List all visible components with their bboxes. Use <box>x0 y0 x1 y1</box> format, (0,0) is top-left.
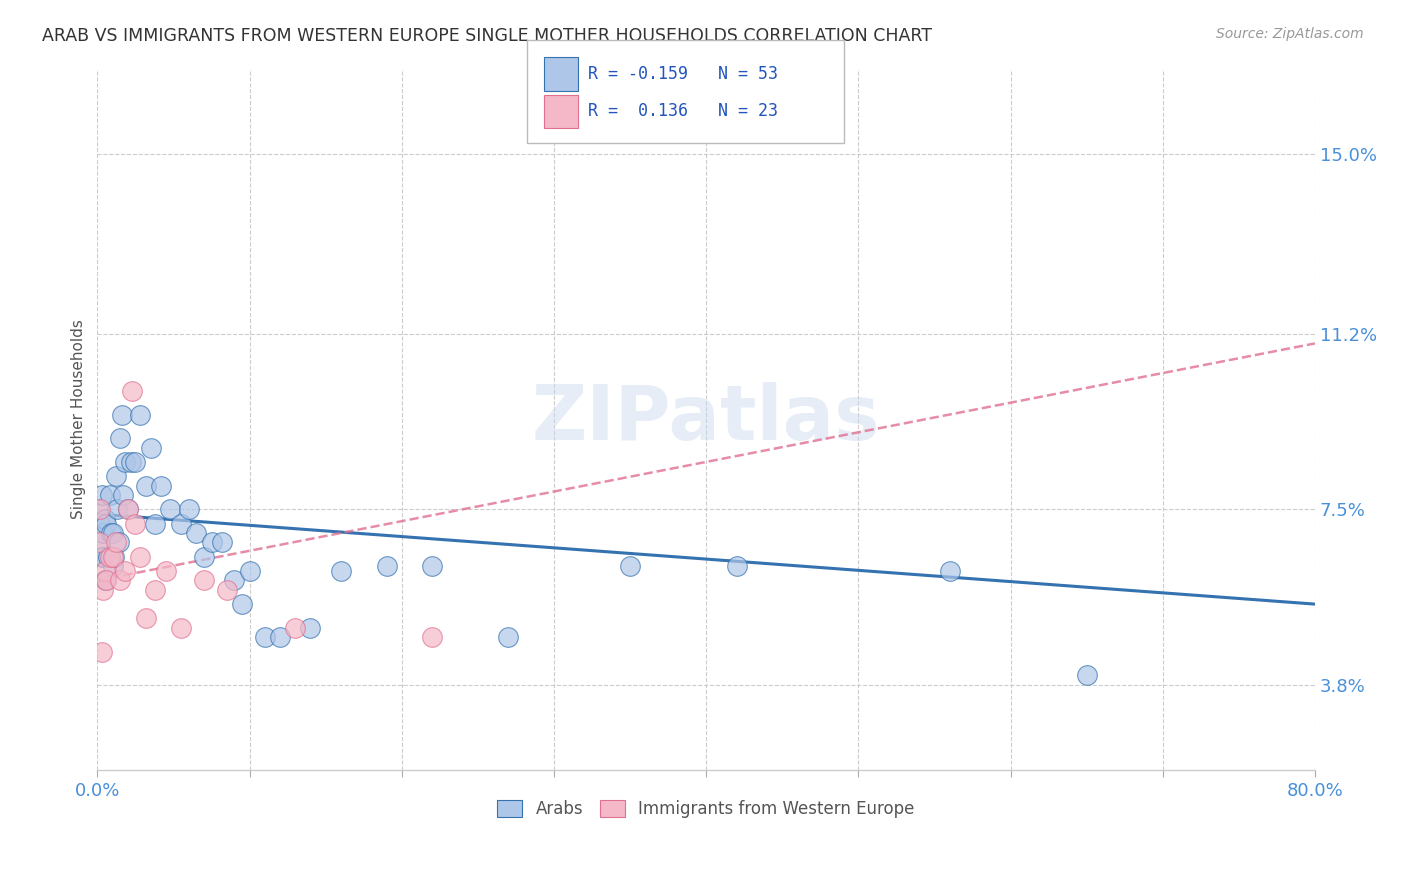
Point <box>90 644 112 658</box>
Point <box>193 549 215 564</box>
Point <box>101 526 124 541</box>
Point <box>94 512 117 526</box>
Point <box>107 535 129 549</box>
Point <box>120 455 142 469</box>
Point <box>200 535 222 549</box>
Point <box>139 441 162 455</box>
Point <box>135 611 157 625</box>
Point <box>98 488 121 502</box>
Text: R = -0.159   N = 53: R = -0.159 N = 53 <box>588 65 778 83</box>
Point <box>299 621 322 635</box>
Point <box>129 408 152 422</box>
Point <box>108 431 131 445</box>
Legend: Arabs, Immigrants from Western Europe: Arabs, Immigrants from Western Europe <box>491 793 921 825</box>
Point <box>498 630 520 644</box>
Point <box>150 478 173 492</box>
Point <box>155 564 177 578</box>
Point <box>143 582 166 597</box>
Point <box>101 559 124 574</box>
Point <box>114 564 136 578</box>
Text: ARAB VS IMMIGRANTS FROM WESTERN EUROPE SINGLE MOTHER HOUSEHOLDS CORRELATION CHAR: ARAB VS IMMIGRANTS FROM WESTERN EUROPE S… <box>42 27 932 45</box>
Point <box>104 469 127 483</box>
Point <box>238 564 260 578</box>
Point <box>124 516 146 531</box>
Point <box>98 549 121 564</box>
Point <box>89 502 111 516</box>
Point <box>90 549 112 564</box>
Point <box>117 502 139 516</box>
Point <box>93 526 115 541</box>
Point <box>112 488 135 502</box>
Point <box>215 582 238 597</box>
Text: ZIPatlas: ZIPatlas <box>531 383 880 457</box>
Point <box>420 630 443 644</box>
Point <box>89 535 111 549</box>
Point <box>1076 668 1098 682</box>
Point <box>284 621 307 635</box>
Point <box>87 502 110 516</box>
Point <box>111 408 134 422</box>
Point <box>124 455 146 469</box>
Point <box>97 549 120 564</box>
Point <box>105 502 128 516</box>
Point <box>329 564 352 578</box>
Point <box>253 630 276 644</box>
Point <box>725 559 748 574</box>
Point <box>101 549 124 564</box>
Point <box>93 582 115 597</box>
Point <box>100 526 122 541</box>
Point <box>90 488 112 502</box>
Point <box>143 516 166 531</box>
Point <box>938 564 960 578</box>
Point <box>117 502 139 516</box>
Point <box>420 559 443 574</box>
Point <box>96 574 118 588</box>
Text: R =  0.136   N = 23: R = 0.136 N = 23 <box>588 103 778 120</box>
Point <box>108 574 131 588</box>
Point <box>269 630 291 644</box>
Point <box>170 516 193 531</box>
Point <box>89 516 111 531</box>
Point <box>121 384 143 398</box>
Text: Source: ZipAtlas.com: Source: ZipAtlas.com <box>1216 27 1364 41</box>
Point <box>103 549 125 564</box>
Point <box>96 574 118 588</box>
Point <box>231 597 253 611</box>
Point <box>159 502 181 516</box>
Point <box>96 516 118 531</box>
Point <box>224 574 246 588</box>
Y-axis label: Single Mother Households: Single Mother Households <box>72 319 86 519</box>
Point <box>177 502 200 516</box>
Point <box>93 549 115 564</box>
Point <box>94 574 117 588</box>
Point <box>114 455 136 469</box>
Point <box>104 535 127 549</box>
Point <box>619 559 641 574</box>
Point <box>129 549 152 564</box>
Point <box>135 478 157 492</box>
Point <box>170 621 193 635</box>
Point <box>375 559 398 574</box>
Point <box>193 574 215 588</box>
Point <box>186 526 208 541</box>
Point <box>211 535 233 549</box>
Point <box>87 535 110 549</box>
Point <box>94 564 117 578</box>
